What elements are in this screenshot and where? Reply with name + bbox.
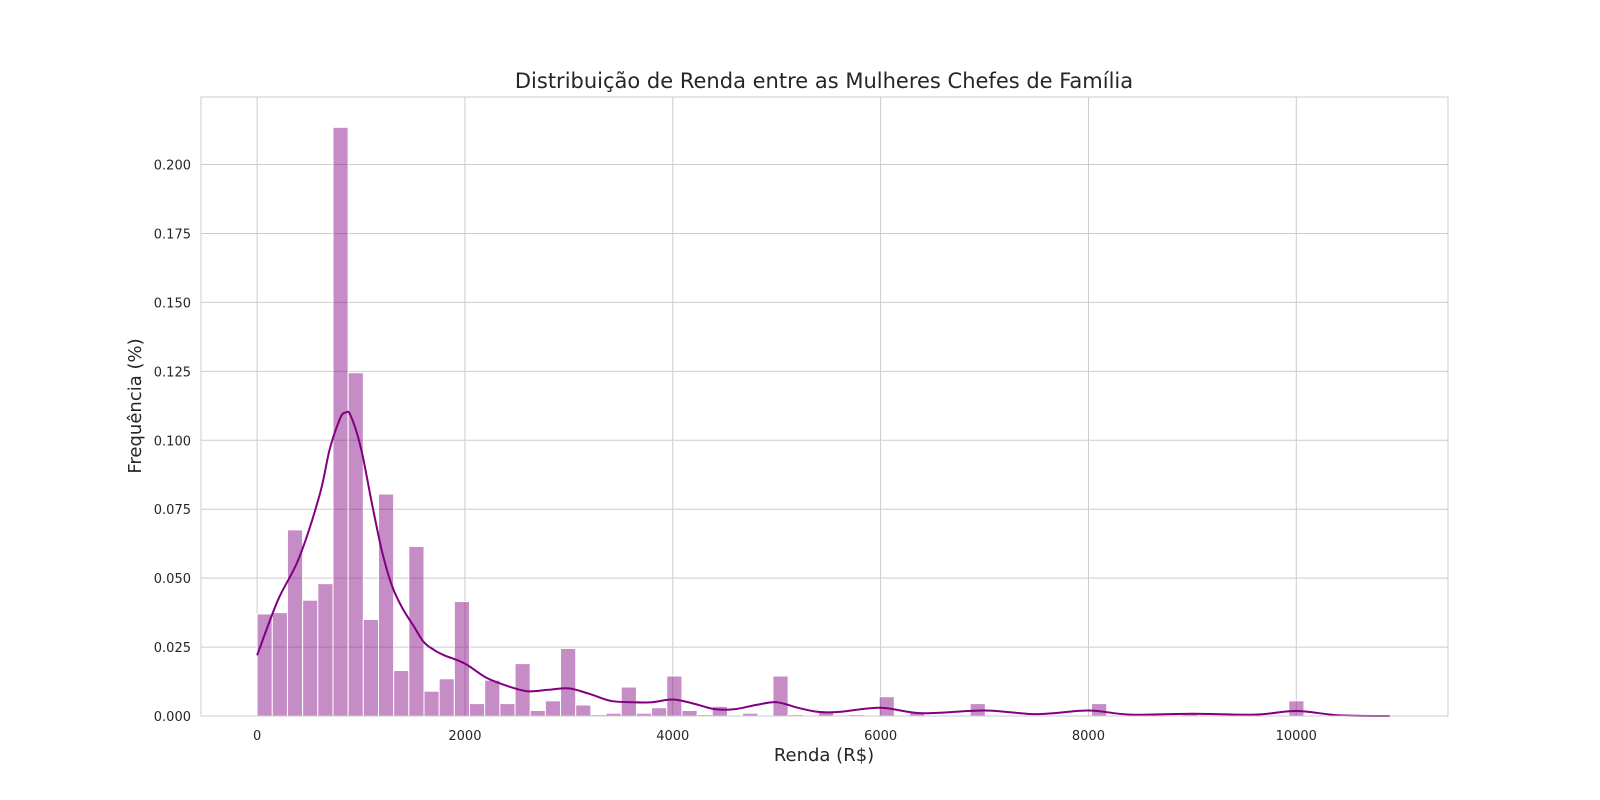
histogram-bar [317,583,334,717]
histogram-bar [529,709,546,717]
x-tick-label: 6000 [864,729,897,744]
histogram-bar [469,703,486,717]
y-tick-label: 0.175 [154,227,191,242]
histogram-bar [302,599,319,717]
histogram-bar [286,529,304,717]
histogram-bar [560,647,577,717]
histogram-bar [438,678,455,717]
y-tick-label: 0.075 [154,503,191,518]
histogram-bar [651,707,668,717]
y-axis-label: Frequência (%) [125,338,146,473]
kde-curve [256,410,1390,717]
x-axis-ticks: 0 2000 4000 6000 8000 10000 [253,729,1317,744]
x-tick-label: 8000 [1072,729,1105,744]
histogram-bar [681,709,698,717]
histogram-bar [362,618,379,717]
histogram-bar [393,670,410,717]
y-axis-ticks: 0.000 0.025 0.050 0.075 0.100 0.125 0.150 0.175… [154,159,191,725]
histogram-bar [499,703,516,717]
histogram-bar [423,690,440,717]
y-tick-label: 0.025 [154,641,191,656]
histogram-bar [347,372,364,717]
histogram-bars [256,126,1305,717]
histogram-bar [1288,700,1305,717]
y-tick-label: 0.000 [154,710,191,725]
x-axis-label: Renda (R$) [774,745,874,766]
x-tick-label: 2000 [448,729,481,744]
y-tick-label: 0.100 [154,434,191,449]
histogram-bar [772,675,789,717]
histogram-bar [256,613,273,717]
y-tick-label: 0.125 [154,365,191,380]
y-tick-label: 0.200 [154,159,191,174]
x-tick-label: 0 [253,729,261,744]
plot-frame [200,96,1449,717]
y-tick-label: 0.050 [154,572,191,587]
histogram-bar [711,705,728,717]
histogram-bar [271,612,288,717]
histogram-bar [666,675,683,717]
histogram-bar [332,126,349,717]
histogram-bar [484,679,501,717]
histogram-bar [878,696,895,717]
x-tick-label: 4000 [656,729,689,744]
grid-lines [201,97,1448,717]
histogram-bar [377,493,395,717]
y-tick-label: 0.150 [154,296,191,311]
histogram-bar [544,700,562,717]
histogram-bar [453,601,471,717]
chart-title: Distribuição de Renda entre as Mulheres … [515,69,1133,93]
histogram-bar [575,704,592,717]
x-tick-label: 10000 [1276,729,1317,744]
